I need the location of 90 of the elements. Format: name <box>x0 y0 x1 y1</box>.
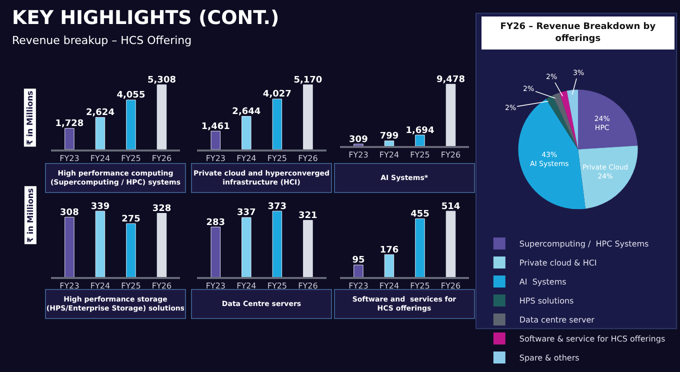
bar <box>64 128 74 150</box>
x-tick-label: FY24 <box>236 154 256 163</box>
bar <box>210 130 221 150</box>
data-label: 799 <box>380 132 399 142</box>
legend-label: Private cloud & HCI <box>519 258 597 268</box>
bar <box>446 210 456 278</box>
x-tick-label: FY25 <box>267 154 288 163</box>
bar <box>95 117 106 150</box>
data-label: 514 <box>441 202 460 212</box>
bar <box>156 213 167 278</box>
pie-slice <box>566 90 578 150</box>
bar <box>384 140 394 146</box>
pie-slice <box>552 92 578 150</box>
legend-label: Supercomputing / HPC Systems <box>519 240 649 249</box>
x-tick-label: FY23 <box>206 154 226 163</box>
x-tick-label: FY26 <box>440 282 461 291</box>
data-label: 337 <box>237 208 256 218</box>
x-tick-label: FY23 <box>206 282 226 291</box>
data-label: 275 <box>122 214 140 224</box>
data-label: 339 <box>90 202 110 212</box>
pie-slice <box>560 90 578 150</box>
data-label: 328 <box>152 204 172 214</box>
data-label: 2,644 <box>232 107 261 118</box>
data-label: 373 <box>268 202 287 212</box>
x-tick-label: FY25 <box>121 282 141 291</box>
bar <box>354 144 364 146</box>
data-label: 2,624 <box>86 108 114 118</box>
bar <box>242 116 252 150</box>
bar <box>242 217 252 278</box>
data-label: 9,478 <box>436 74 465 85</box>
bar <box>446 84 456 146</box>
data-label: 5,170 <box>294 75 322 86</box>
x-tick-label: FY23 <box>60 154 80 163</box>
bar <box>384 254 394 278</box>
text: Revenue breakup – HCS Offering <box>12 34 192 47</box>
bar <box>303 220 313 278</box>
x-tick-label: FY26 <box>298 154 318 163</box>
legend-label: AI Systems <box>519 278 566 287</box>
legend-label: Spare & others <box>519 354 580 363</box>
bar <box>354 264 364 278</box>
pie-slice <box>578 90 638 150</box>
bar <box>303 84 313 150</box>
x-tick-label: FY23 <box>348 282 368 291</box>
data-label: 5,308 <box>148 75 176 86</box>
bar <box>126 100 136 150</box>
bar <box>210 226 221 278</box>
data-label: 309 <box>349 134 368 145</box>
legend-label: HPS solutions <box>519 296 574 306</box>
x-tick-label: FY23 <box>348 150 368 160</box>
data-label: 283 <box>206 218 226 228</box>
legend-label: Data centre server <box>519 316 596 325</box>
data-label: 308 <box>60 208 79 218</box>
x-tick-label: FY23 <box>60 282 80 291</box>
data-label: 1,728 <box>55 119 84 130</box>
pie-slice <box>578 146 638 209</box>
chart-title: FY26 – Revenue Breakdown by offerings <box>500 22 656 44</box>
bar <box>126 223 136 278</box>
data-label: 95 <box>352 256 365 266</box>
data-label: 1,461 <box>201 122 230 132</box>
y-axis-title: ₹ in Millions <box>25 90 34 146</box>
x-tick-label: FY25 <box>410 282 430 291</box>
data-label: 176 <box>380 245 399 256</box>
bar <box>272 210 282 278</box>
data-label: 321 <box>298 211 318 222</box>
data-label: 4,055 <box>116 90 146 101</box>
x-tick-label: FY24 <box>236 282 256 291</box>
bar <box>95 210 106 278</box>
x-tick-label: FY24 <box>90 282 110 291</box>
x-tick-label: FY26 <box>152 154 172 163</box>
x-tick-label: FY25 <box>267 282 288 291</box>
x-tick-label: FY24 <box>90 154 110 163</box>
data-label: 4,027 <box>262 90 292 100</box>
y-axis-title: ₹ in Millions <box>26 188 35 243</box>
x-tick-label: FY24 <box>379 150 400 160</box>
x-tick-label: FY26 <box>152 282 172 291</box>
x-tick-label: FY25 <box>410 150 430 160</box>
bar <box>156 84 167 150</box>
text: KEY HIGHLIGHTS (CONT.) <box>12 7 280 29</box>
bar <box>272 98 282 150</box>
x-tick-label: FY26 <box>298 282 318 291</box>
x-tick-label: FY25 <box>121 154 141 163</box>
bar <box>64 216 74 278</box>
pie-slice <box>546 95 578 150</box>
bar <box>415 134 425 146</box>
legend-label: Software & service for HCS offerings <box>519 334 666 344</box>
bar <box>415 218 425 278</box>
data-label: 1,694 <box>406 126 434 136</box>
data-label: 455 <box>410 209 430 220</box>
x-tick-label: FY26 <box>440 150 461 160</box>
x-tick-label: FY24 <box>379 282 400 291</box>
